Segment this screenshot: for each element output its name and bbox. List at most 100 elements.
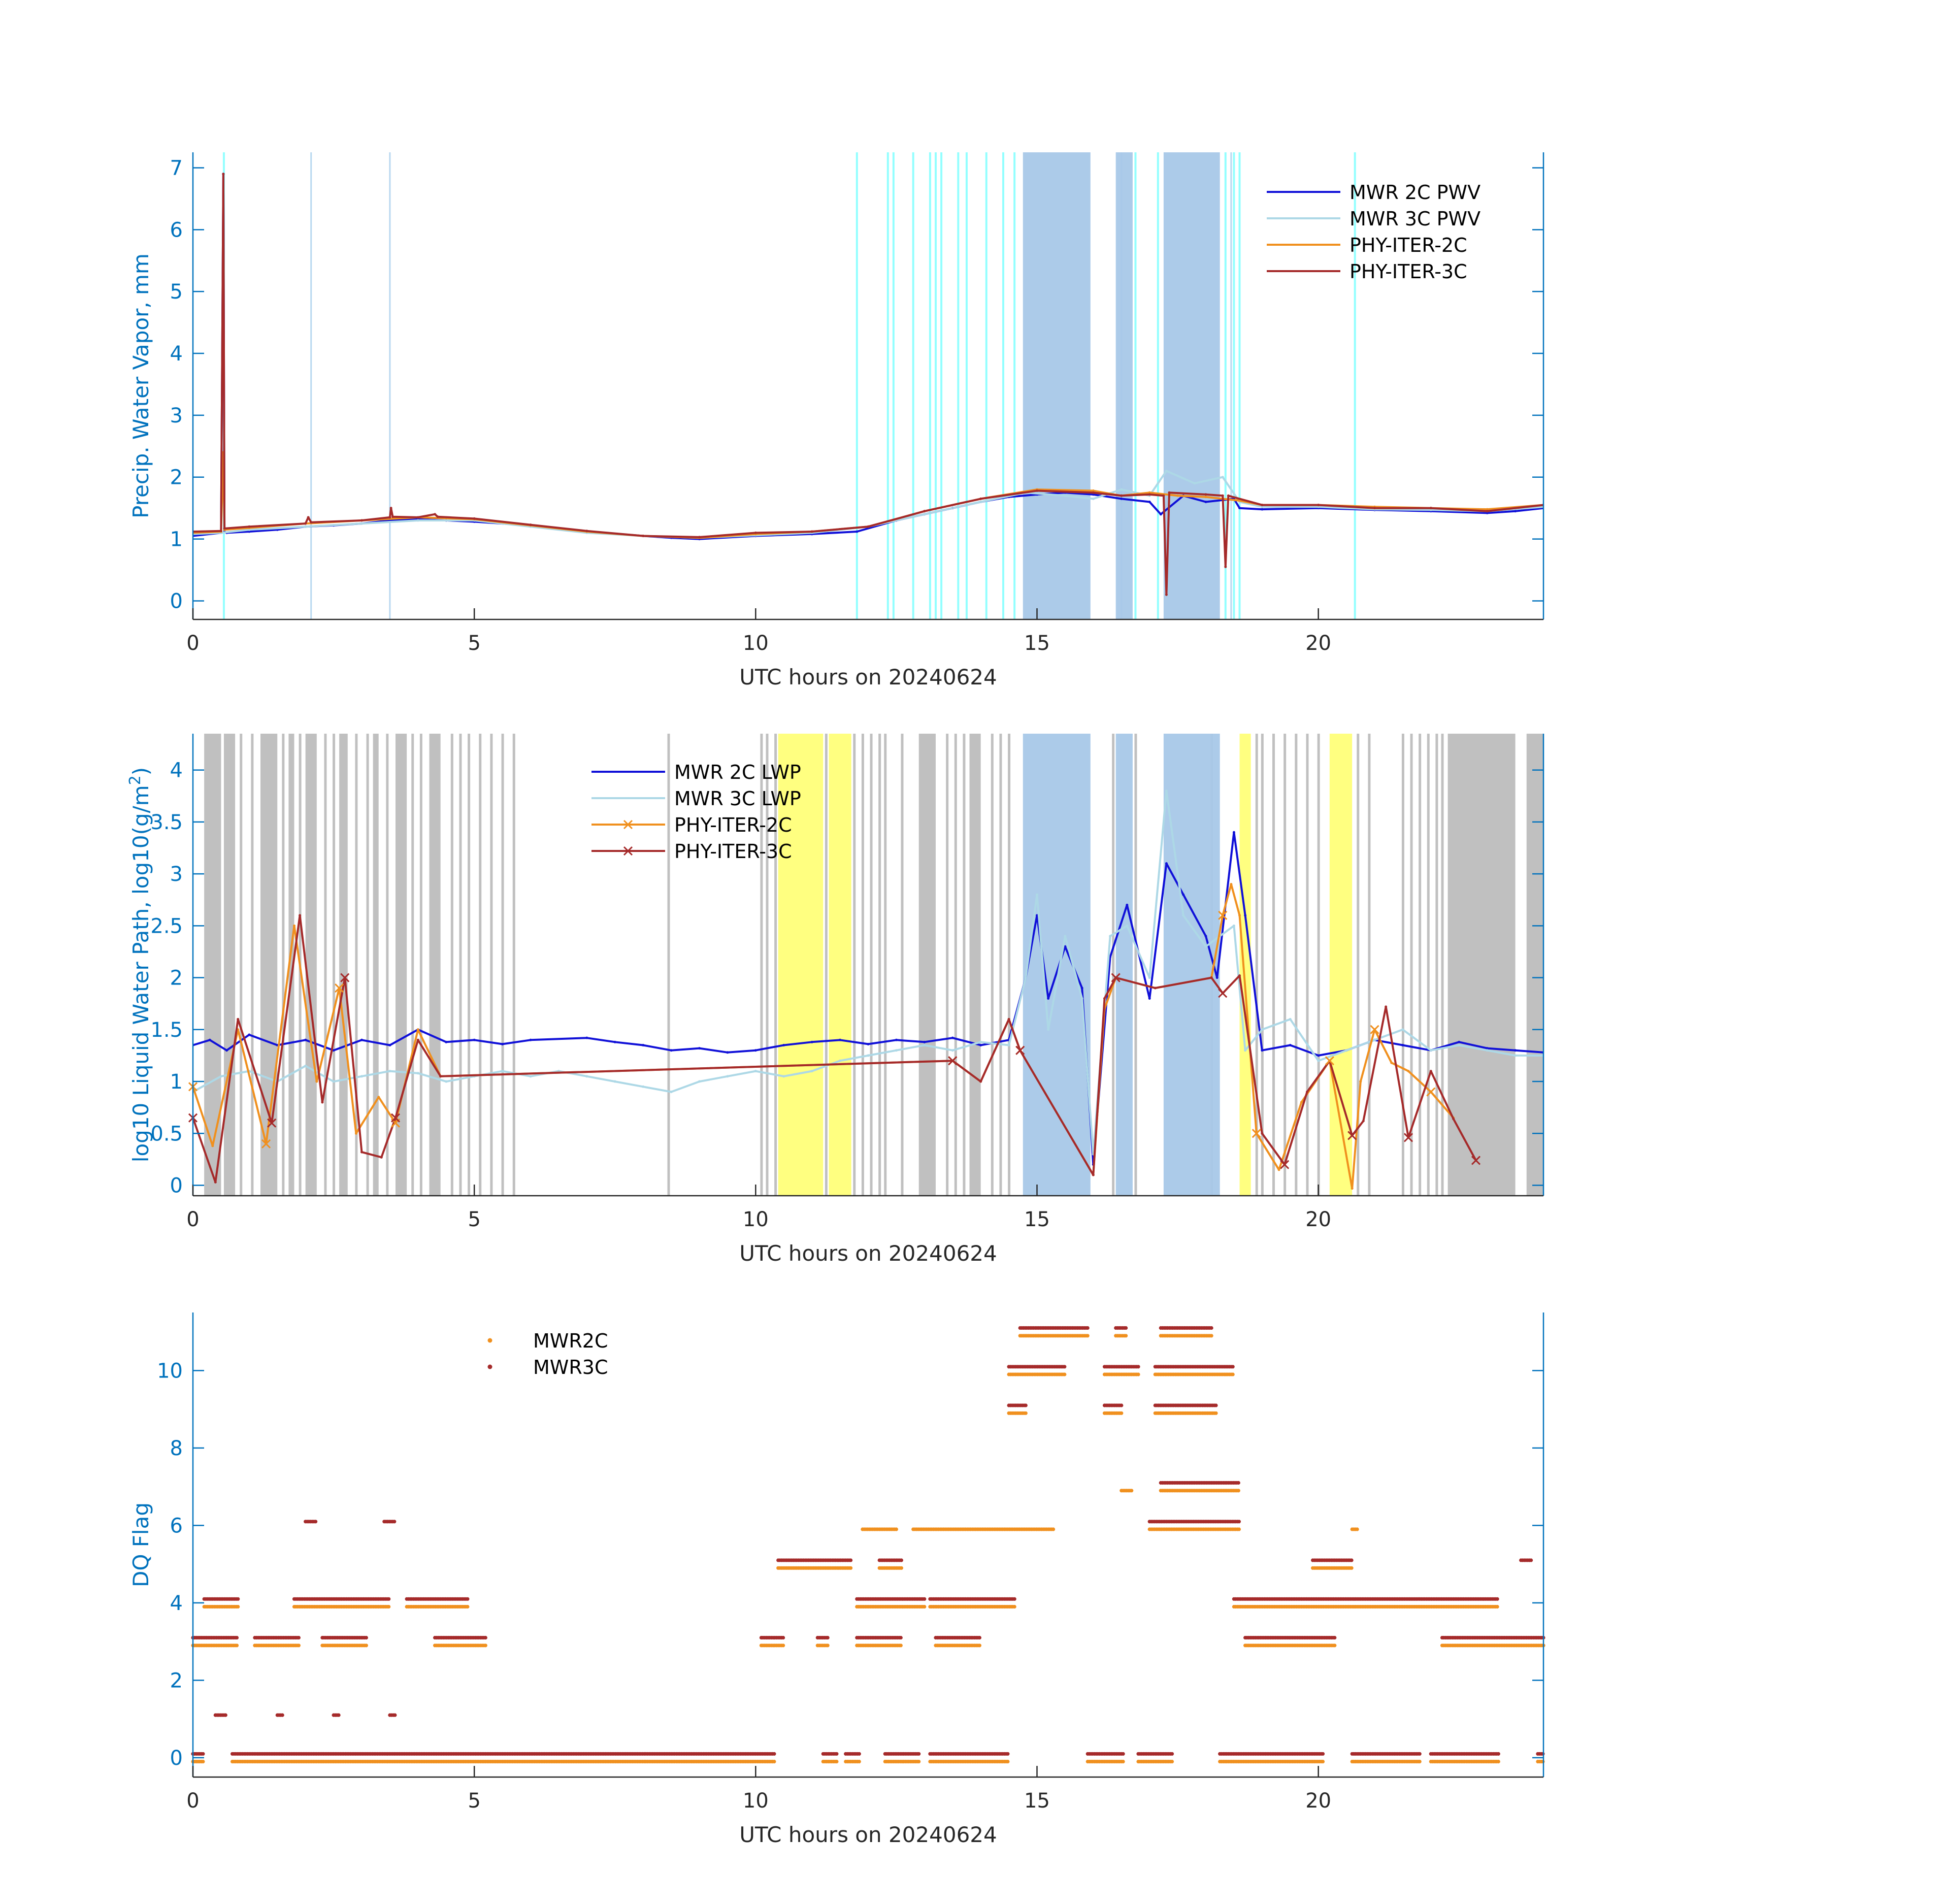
y-axis-title: Precip. Water Vapor, mm [128,253,153,518]
flag-point [1085,1334,1090,1338]
data-point [248,528,251,531]
legend-label: MWR 2C PWV [1349,181,1480,204]
flag-point [1136,1372,1140,1376]
data-point [377,1096,380,1099]
legend-label: MWR 3C LWP [674,787,801,810]
flag-point [835,1752,839,1756]
flag-point [1012,1597,1016,1601]
cyan-flag-line [1157,152,1159,619]
x-tick-label: 15 [1024,1208,1050,1231]
cyan-flag-line [912,152,914,619]
flag-point [364,1635,369,1640]
data-point [501,1042,504,1045]
data-point [1232,924,1235,927]
data-point [1224,565,1227,568]
data-point [1092,1173,1095,1176]
gray-flag-band [396,734,407,1196]
data-point [1514,1054,1517,1057]
x-marker [261,1139,271,1148]
series-phy-iter-3c [193,173,1543,596]
data-point [1165,789,1168,792]
data-point [529,1038,532,1041]
flag-point [1121,1759,1125,1764]
data-point [416,1072,419,1075]
data-point [332,1049,335,1052]
legend-swatch-point [487,1364,492,1369]
cyan-flag-line [985,152,988,619]
data-point [307,516,310,519]
data-point [1047,997,1050,1000]
x-tick-label: 20 [1305,1789,1331,1813]
data-point [1306,1091,1308,1094]
gray-flag-line [501,734,504,1196]
flag-point [280,1713,284,1717]
data-point [1007,1043,1010,1046]
legend-label: PHY-ITER-2C [674,814,792,836]
data-point [1373,1038,1376,1041]
x-tick-label: 10 [743,1789,769,1813]
data-point [1126,924,1129,927]
data-point [585,1075,588,1078]
legend-swatch-marker [623,819,633,830]
series-line [193,451,1543,539]
cyan-flag-line [1233,152,1235,619]
data-point [895,1038,898,1041]
gray-flag-line [1283,734,1287,1196]
x-marker [1252,1129,1261,1138]
gray-flag-line [954,734,957,1196]
data-point [529,1075,532,1078]
flag-point [923,1597,927,1601]
gray-flag-line [468,734,471,1196]
x-marker [1218,989,1228,998]
data-point [1176,494,1179,497]
x-tick-label: 0 [186,1789,199,1813]
gray-flag-line [419,734,422,1196]
data-point [1204,500,1207,503]
data-point [1261,505,1264,508]
y-axis-title-main: log10 Liquid Water Path, log10(g/m [128,785,153,1162]
data-point [1359,1080,1362,1083]
precip-flag-band [1163,734,1220,1196]
y-axis-title: log10 Liquid Water Path, log10(g/m2) [126,767,153,1162]
data-point [1317,505,1320,508]
data-point [1148,500,1151,503]
data-point [416,1028,419,1031]
legend-label: PHY-ITER-2C [1349,234,1467,256]
data-point [1317,504,1320,507]
gray-flag-line [1134,734,1137,1196]
y-tick-label: 7 [170,156,183,180]
gray-flag-line [512,734,515,1196]
data-point [222,173,225,176]
data-point [1238,507,1241,510]
data-point [1092,497,1095,500]
data-point [642,534,645,537]
cyan-flag-line [1013,152,1016,619]
x-tick-label: 5 [468,632,480,655]
flag-point [387,1604,391,1609]
gray-flag-band [288,734,294,1196]
data-point [698,1047,701,1050]
y-tick-label: 4 [170,759,183,782]
data-point [1221,494,1224,497]
gray-flag-line [1112,734,1115,1196]
flag-point [1124,1326,1128,1330]
x-marker [1325,1056,1334,1066]
data-point [670,1091,673,1094]
data-point [1486,508,1489,511]
flag-point [1321,1759,1325,1764]
series-line [193,883,1455,1190]
gray-flag-line [1255,734,1258,1196]
data-point [304,522,307,525]
series-mwr-2c-pwv [193,173,1543,541]
data-point [839,1038,842,1041]
data-point [979,500,982,503]
x-tick-label: 20 [1305,632,1331,655]
flag-point [849,1558,853,1562]
legend-swatch-marker [623,846,633,856]
y-tick-label: 1 [170,528,183,551]
gray-flag-line [251,734,254,1196]
flag-point [1333,1644,1337,1648]
flag-point [466,1604,470,1609]
gray-flag-band [969,734,981,1196]
data-point [1486,1049,1489,1052]
